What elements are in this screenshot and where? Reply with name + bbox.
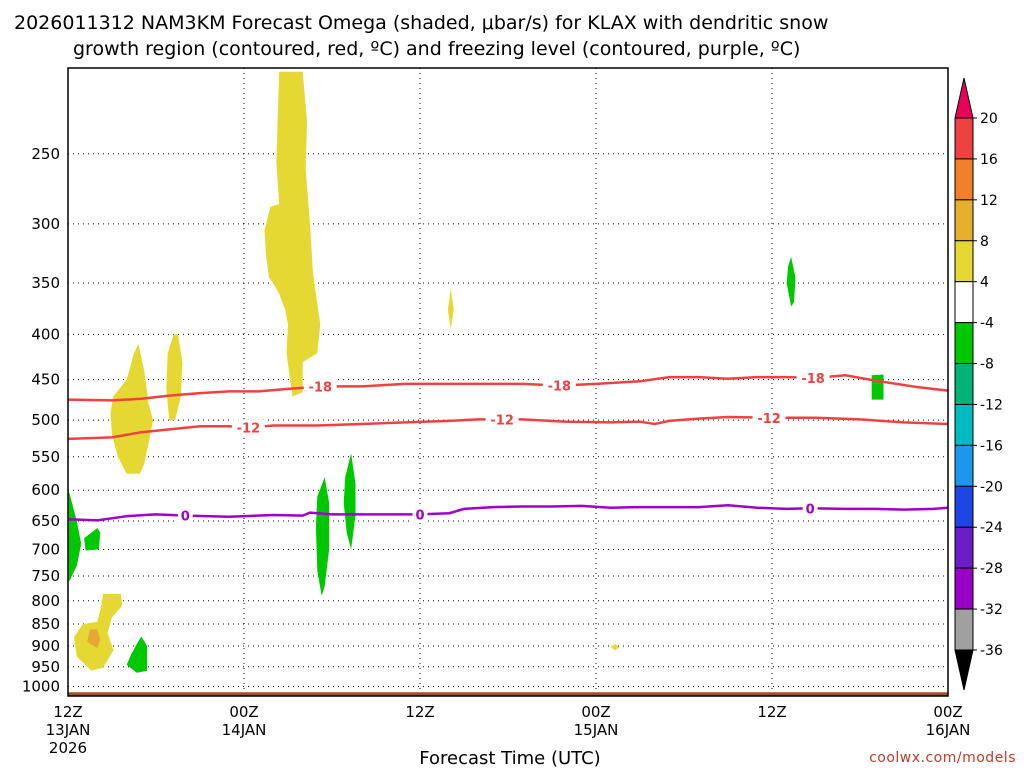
colorbar-cell <box>954 485 974 528</box>
x-tick-label: 00Z <box>229 703 258 721</box>
y-tick-label: 650 <box>31 512 60 530</box>
x-tick-date: 14JAN <box>222 721 267 739</box>
x-tick-label: 00Z <box>933 703 962 721</box>
colorbar: 20 16 12 8 4 -4 -8 -12 -16 -20 -24 -28 -32 -36 <box>954 77 1003 691</box>
contour-label: -12 <box>490 413 514 428</box>
omega-shaded-region <box>343 453 356 550</box>
x-tick-date: 13JAN <box>46 721 91 739</box>
colorbar-cell <box>954 240 974 283</box>
omega-shaded-region <box>87 629 101 649</box>
x-tick-date: 15JAN <box>574 721 619 739</box>
contour-label: -18 <box>309 381 333 396</box>
y-tick-label: 800 <box>31 592 60 610</box>
y-tick-label: 750 <box>31 567 60 585</box>
colorbar-label: 12 <box>980 193 998 209</box>
contour-label-bg <box>303 378 337 395</box>
y-tick-label: 850 <box>31 615 60 633</box>
contour-label-bg <box>177 507 193 524</box>
credit-text: coolwx.com/models <box>869 750 1016 766</box>
colorbar-label: -20 <box>980 479 1003 495</box>
colorbar-label: 4 <box>980 275 989 291</box>
y-tick-label: 550 <box>31 448 60 466</box>
colorbar-cell <box>954 567 974 610</box>
colorbar-cell <box>954 322 974 365</box>
omega-shaded-region <box>264 71 321 397</box>
contour-label: -12 <box>237 422 261 437</box>
contour-label-bg <box>752 409 786 426</box>
contour-label: 0 <box>181 510 190 525</box>
contour-label: 0 <box>415 508 424 523</box>
contour-label-bg <box>802 500 818 517</box>
colorbar-label: -4 <box>980 316 994 332</box>
contour-label-bg <box>231 419 265 436</box>
omega-shaded-region <box>315 477 330 596</box>
y-tick-label: 300 <box>31 215 60 233</box>
colorbar-label: -8 <box>980 357 994 373</box>
omega-shaded-region <box>84 528 101 551</box>
y-tick-label: 400 <box>31 325 60 343</box>
plot-frame <box>67 67 949 697</box>
y-tick-label: 250 <box>31 145 60 163</box>
x-tick-label: 12Z <box>757 703 786 721</box>
omega-shaded-region <box>871 374 884 400</box>
colorbar-label: 8 <box>980 234 989 250</box>
omega-shaded-region <box>126 636 148 673</box>
x-tick-label: 12Z <box>53 703 82 721</box>
contour-label: 0 <box>806 502 815 517</box>
x-tick-date: 16JAN <box>926 721 971 739</box>
terrain-surface <box>68 692 948 696</box>
colorbar-label: -12 <box>980 397 1003 413</box>
colorbar-label: -16 <box>980 438 1003 454</box>
contour-label: -18 <box>801 372 825 387</box>
colorbar-label: -32 <box>980 602 1003 618</box>
x-axis-label: Forecast Time (UTC) <box>419 748 600 768</box>
colorbar-label: 20 <box>980 111 998 127</box>
omega-shaded-region <box>68 490 82 581</box>
omega-shaded-region <box>447 288 454 330</box>
x-tick-label: 12Z <box>405 703 434 721</box>
chart-title-line2: growth region (contoured, red, ºC) and f… <box>73 38 800 60</box>
contour-label: -18 <box>548 380 572 395</box>
contour-label-bg <box>542 377 576 394</box>
contour-label-bg <box>796 369 830 386</box>
colorbar-label: -24 <box>980 520 1003 536</box>
colorbar-label: 16 <box>980 152 998 168</box>
colorbar-cell <box>954 608 974 651</box>
colorbar-cell <box>954 403 974 446</box>
colorbar-top-arrow <box>954 77 974 119</box>
contour-label-bg <box>412 506 428 523</box>
y-tick-label: 950 <box>31 658 60 676</box>
colorbar-cell <box>954 281 974 324</box>
contour-label-bg <box>485 411 519 428</box>
y-tick-label: 600 <box>31 481 60 499</box>
contour-label: -12 <box>757 412 781 427</box>
colorbar-cell <box>954 199 974 242</box>
colorbar-cell <box>954 158 974 201</box>
y-tick-label: 500 <box>31 411 60 429</box>
colorbar-cell <box>954 526 974 569</box>
colorbar-cell <box>954 363 974 405</box>
colorbar-label: -36 <box>980 643 1003 659</box>
omega-shaded-region <box>610 643 620 651</box>
omega-shaded-region <box>110 343 154 474</box>
colorbar-cell <box>954 444 974 487</box>
y-tick-label: 900 <box>31 637 60 655</box>
y-tick-label: 350 <box>31 274 60 292</box>
colorbar-cell <box>954 117 974 160</box>
omega-shaded-region <box>166 334 183 421</box>
colorbar-bottom-arrow <box>954 649 974 691</box>
colorbar-label: -28 <box>980 561 1003 577</box>
x-tick-year: 2026 <box>49 739 87 757</box>
y-tick-label: 450 <box>31 371 60 389</box>
chart-title-line1: 2026011312 NAM3KM Forecast Omega (shaded… <box>14 12 828 34</box>
omega-shaded-region <box>786 256 796 307</box>
x-tick-label: 00Z <box>581 703 610 721</box>
y-tick-label: 700 <box>31 540 60 558</box>
y-tick-label: 1000 <box>22 678 60 696</box>
